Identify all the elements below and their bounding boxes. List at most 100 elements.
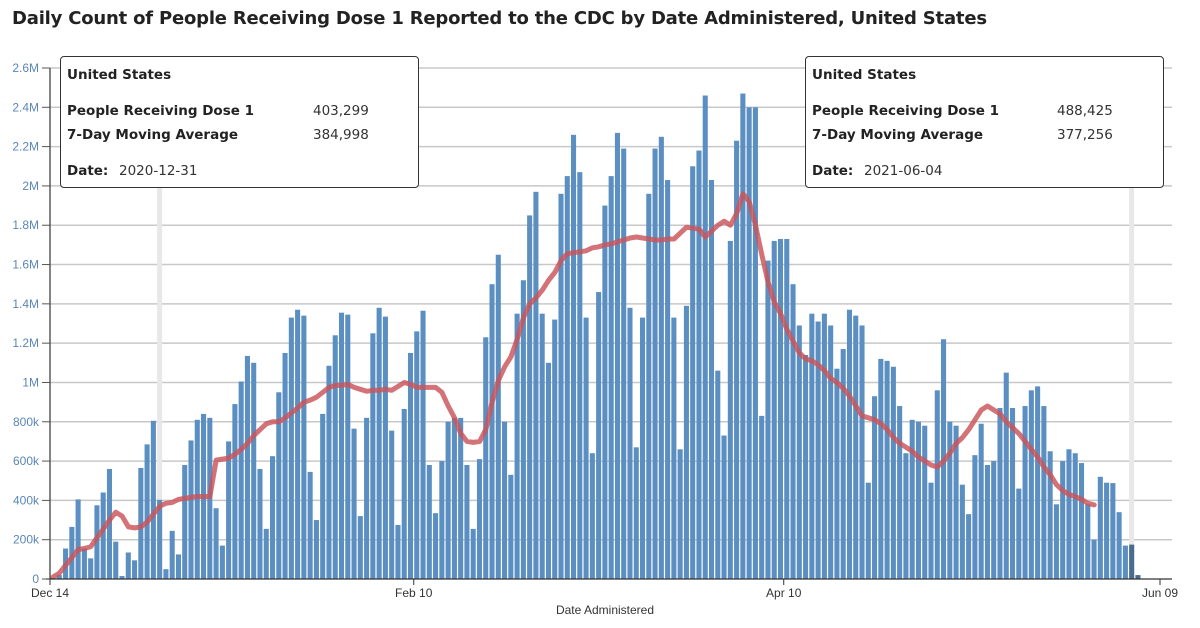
bar[interactable] bbox=[125, 552, 131, 579]
bar[interactable] bbox=[734, 140, 740, 579]
bar[interactable] bbox=[326, 365, 332, 579]
bar[interactable] bbox=[276, 392, 282, 579]
bar[interactable] bbox=[596, 292, 602, 579]
bar[interactable] bbox=[495, 254, 501, 579]
bar[interactable] bbox=[884, 360, 890, 579]
bar[interactable] bbox=[759, 415, 765, 579]
bar[interactable] bbox=[1078, 463, 1085, 579]
bar[interactable] bbox=[583, 317, 589, 579]
bar[interactable] bbox=[928, 482, 934, 579]
bar[interactable] bbox=[909, 419, 915, 579]
bar[interactable] bbox=[577, 172, 583, 579]
bar[interactable] bbox=[1009, 408, 1016, 579]
bar[interactable] bbox=[809, 313, 815, 579]
bar[interactable] bbox=[953, 425, 959, 579]
bar[interactable] bbox=[169, 530, 175, 579]
bar[interactable] bbox=[395, 524, 401, 579]
bar[interactable] bbox=[639, 317, 646, 579]
bar[interactable] bbox=[777, 238, 784, 579]
bar[interactable] bbox=[157, 499, 163, 579]
bar[interactable] bbox=[677, 449, 683, 579]
bar[interactable] bbox=[658, 136, 664, 580]
bar[interactable] bbox=[138, 467, 144, 579]
bar[interactable] bbox=[175, 554, 181, 579]
bar[interactable] bbox=[614, 132, 620, 579]
bar[interactable] bbox=[558, 193, 564, 580]
bar[interactable] bbox=[56, 575, 62, 579]
bar[interactable] bbox=[564, 176, 570, 579]
bar[interactable] bbox=[301, 315, 307, 579]
bar[interactable] bbox=[727, 240, 733, 579]
bar[interactable] bbox=[602, 205, 608, 580]
bar[interactable] bbox=[88, 558, 94, 579]
bar[interactable] bbox=[1003, 372, 1009, 579]
bar[interactable] bbox=[834, 368, 840, 579]
bar[interactable] bbox=[489, 284, 495, 579]
bar[interactable] bbox=[163, 569, 169, 579]
bar[interactable] bbox=[182, 465, 188, 579]
bar[interactable] bbox=[1016, 488, 1022, 579]
bar[interactable] bbox=[75, 499, 81, 579]
bar[interactable] bbox=[1104, 482, 1110, 579]
bar[interactable] bbox=[708, 180, 715, 579]
bar[interactable] bbox=[539, 313, 545, 579]
bar[interactable] bbox=[364, 417, 370, 579]
bar[interactable] bbox=[552, 319, 558, 579]
bar[interactable] bbox=[859, 325, 865, 579]
bar[interactable] bbox=[815, 321, 821, 579]
bar[interactable] bbox=[959, 484, 965, 579]
bar[interactable] bbox=[1072, 453, 1078, 579]
bar[interactable] bbox=[194, 419, 200, 579]
bar[interactable] bbox=[100, 492, 106, 579]
bar[interactable] bbox=[451, 417, 457, 579]
bar[interactable] bbox=[226, 441, 232, 579]
bar[interactable] bbox=[671, 317, 677, 579]
bar[interactable] bbox=[821, 313, 827, 579]
bar[interactable] bbox=[771, 240, 777, 579]
bar[interactable] bbox=[502, 421, 508, 579]
bar[interactable] bbox=[803, 354, 809, 579]
bar[interactable] bbox=[922, 425, 928, 579]
bar[interactable] bbox=[1066, 449, 1072, 579]
bar[interactable] bbox=[282, 352, 288, 579]
bar[interactable] bbox=[238, 381, 244, 579]
bar[interactable] bbox=[370, 333, 376, 579]
bar[interactable] bbox=[890, 366, 896, 579]
bar[interactable] bbox=[545, 362, 551, 579]
bar[interactable] bbox=[878, 358, 884, 579]
bar[interactable] bbox=[1041, 406, 1047, 579]
bar[interactable] bbox=[414, 331, 420, 579]
bar[interactable] bbox=[1053, 504, 1059, 579]
bar[interactable] bbox=[721, 435, 727, 579]
bar[interactable] bbox=[903, 453, 909, 579]
bar[interactable] bbox=[320, 413, 326, 579]
bar[interactable] bbox=[991, 461, 997, 579]
bar[interactable] bbox=[765, 260, 771, 579]
bar[interactable] bbox=[476, 459, 483, 579]
bar[interactable] bbox=[338, 312, 345, 579]
bar[interactable] bbox=[696, 150, 702, 580]
bar[interactable] bbox=[244, 355, 250, 579]
bar[interactable] bbox=[947, 421, 953, 579]
bar[interactable] bbox=[1135, 575, 1141, 579]
bar[interactable] bbox=[1110, 483, 1116, 579]
bar[interactable] bbox=[382, 316, 388, 579]
bar[interactable] bbox=[389, 430, 395, 579]
bar[interactable] bbox=[357, 516, 363, 579]
bar[interactable] bbox=[702, 95, 708, 579]
bar[interactable] bbox=[520, 280, 526, 579]
bar[interactable] bbox=[119, 576, 125, 579]
bar[interactable] bbox=[1116, 512, 1122, 579]
bar[interactable] bbox=[219, 545, 225, 579]
bar[interactable] bbox=[972, 455, 978, 579]
bar[interactable] bbox=[840, 349, 846, 579]
bar[interactable] bbox=[1022, 406, 1028, 579]
bar[interactable] bbox=[514, 313, 520, 579]
bar[interactable] bbox=[132, 560, 138, 579]
bar[interactable] bbox=[508, 474, 514, 579]
bar[interactable] bbox=[665, 180, 671, 579]
bar[interactable] bbox=[213, 508, 219, 579]
bar[interactable] bbox=[263, 528, 269, 579]
bar[interactable] bbox=[1097, 476, 1103, 579]
bar[interactable] bbox=[715, 370, 721, 579]
